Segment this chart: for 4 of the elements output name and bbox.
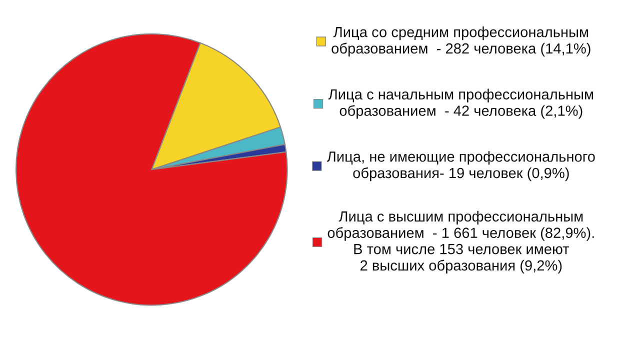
- legend-label: Лица со средним профессиональным образованием - 282 человека (14,1%): [332, 26, 590, 57]
- legend-label: Лица с начальным профессиональным образованием - 42 человека (2,1%): [328, 88, 594, 119]
- legend-label: Лица, не имеющие профессионального образования- 19 человек (0,9%): [326, 151, 595, 182]
- slice-label: Лица с высшим профессиональным образованием - 1 661 человек (82,9%). В том числе 153 человек имеют 2 высших образования (9,2%): [328, 210, 594, 274]
